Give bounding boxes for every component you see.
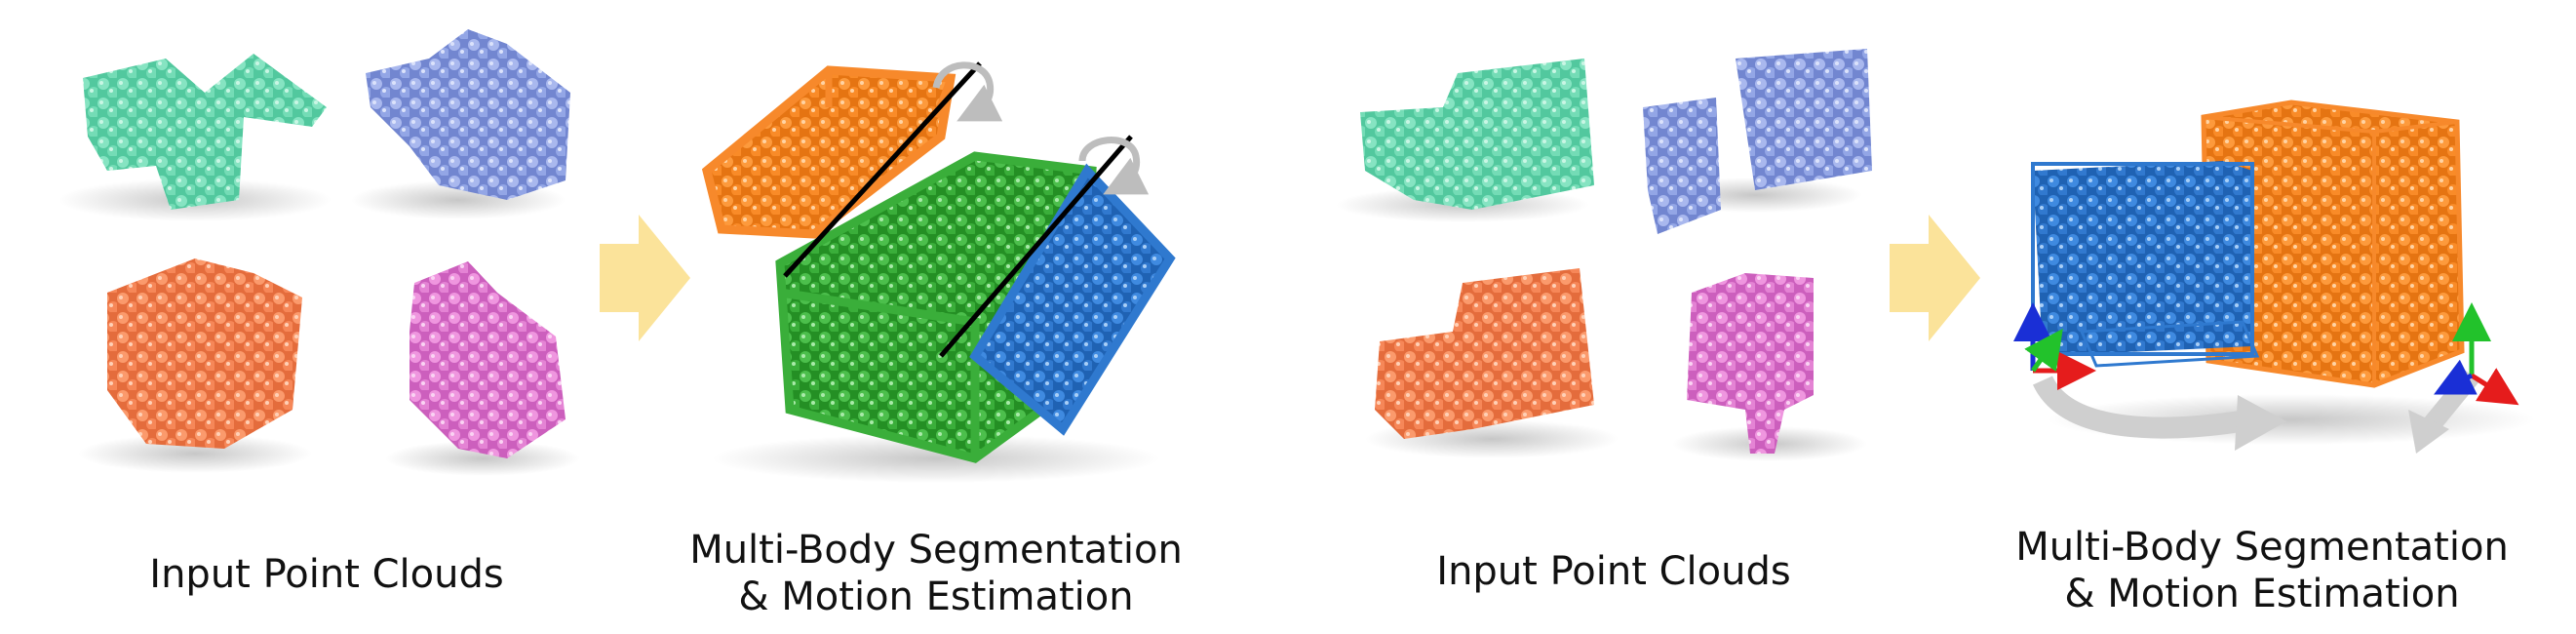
caption-output-2: Multi-Body Segmentation & Motion Estimat… xyxy=(2009,524,2516,617)
motion-arrow-translation xyxy=(2032,375,2254,439)
blue-drawer xyxy=(2031,161,2260,368)
teal-drawer-cloud xyxy=(1336,59,1594,222)
salmon-point-cloud xyxy=(78,258,312,473)
caption-output-1-line1: Multi-Body Segmentation xyxy=(689,528,1183,573)
hinge-axis-2 xyxy=(939,135,1133,358)
rotation-arrow-2 xyxy=(1078,137,1150,195)
panel2-input-clouds xyxy=(1336,49,1872,461)
periwinkle-point-cloud xyxy=(351,29,570,219)
orange-cabinet xyxy=(2201,99,2465,388)
caption-input-2: Input Point Clouds xyxy=(1414,548,1814,595)
periwinkle-drawer-cloud xyxy=(1643,49,1872,234)
coordinate-frame-left xyxy=(2013,302,2096,390)
panel1-input-clouds xyxy=(59,29,580,476)
flow-arrow-1 xyxy=(600,215,690,341)
caption-input-1: Input Point Clouds xyxy=(127,551,527,598)
caption-output-1: Multi-Body Segmentation & Motion Estimat… xyxy=(683,527,1190,620)
pink-drawer-cloud xyxy=(1672,273,1867,461)
teal-point-cloud xyxy=(59,54,332,221)
caption-output-2-line2: & Motion Estimation xyxy=(2064,572,2460,616)
panel1-segmentation-result xyxy=(701,61,1176,483)
motion-arrow-translation-head xyxy=(2235,395,2286,451)
hinge-axis-1 xyxy=(783,61,982,278)
caption-output-2-line1: Multi-Body Segmentation xyxy=(2015,525,2509,570)
caption-output-1-line2: & Motion Estimation xyxy=(738,575,1134,619)
salmon-drawer-cloud xyxy=(1365,268,1619,458)
flow-arrow-2 xyxy=(1890,215,1980,341)
panel2-segmentation-result xyxy=(2013,99,2535,454)
caption-input-2-text: Input Point Clouds xyxy=(1436,549,1791,594)
coordinate-frame-right xyxy=(2434,302,2519,406)
pink-point-cloud xyxy=(385,261,580,476)
caption-input-1-text: Input Point Clouds xyxy=(149,552,504,597)
rotation-arrow-1 xyxy=(932,61,1003,122)
orange-lid xyxy=(701,65,956,239)
